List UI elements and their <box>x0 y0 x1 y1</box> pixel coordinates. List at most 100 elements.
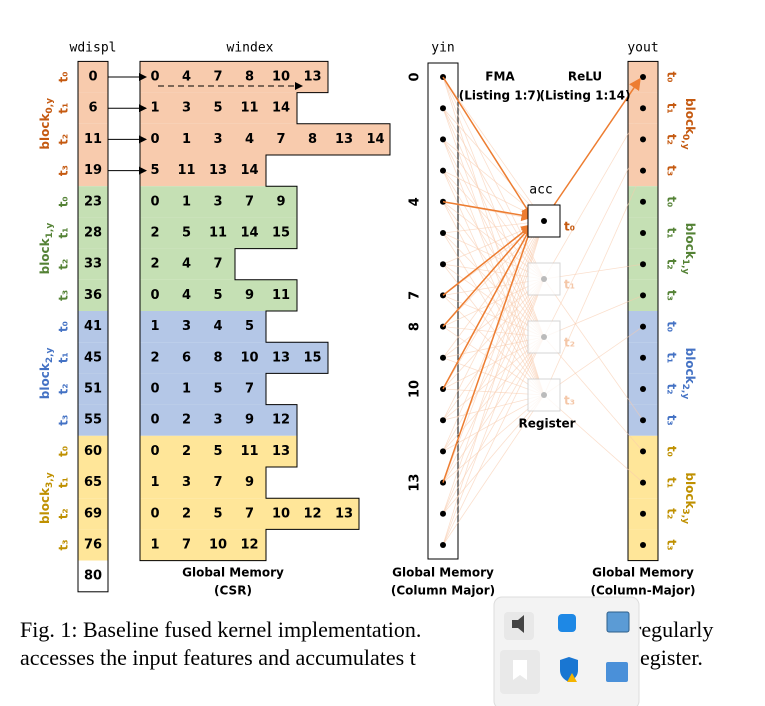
windex-value: 13 <box>272 444 290 459</box>
windex-value: 0 <box>150 413 159 428</box>
faint-link <box>442 139 545 396</box>
thread-label: t₂ <box>665 508 679 519</box>
caption: regularly <box>634 617 713 642</box>
wdispl-cell <box>78 279 108 311</box>
windex-value: 14 <box>366 132 384 147</box>
footer-csr: (CSR) <box>214 584 252 598</box>
faint-link <box>442 107 545 280</box>
block-sub: 2,y <box>681 384 691 400</box>
faint-link <box>442 394 545 452</box>
footer-yout: (Column-Major) <box>590 584 695 598</box>
wdispl-value: 80 <box>84 569 102 584</box>
windex-value: 9 <box>245 413 254 428</box>
yout-dot <box>640 448 646 455</box>
yin-dot <box>440 230 446 236</box>
windex-value: 6 <box>182 350 191 365</box>
windex-value: 11 <box>240 444 258 459</box>
fma-arrow <box>442 201 534 222</box>
windex-value: 3 <box>182 475 191 490</box>
wdispl-cell <box>78 217 108 249</box>
yin-dot <box>440 136 446 143</box>
display-icon[interactable] <box>606 662 628 682</box>
faint-link <box>442 107 545 222</box>
yin-dot <box>440 354 446 361</box>
windex-value: 7 <box>213 257 222 272</box>
windex-value: 13 <box>272 350 290 365</box>
windex-value: 0 <box>150 444 159 459</box>
windex-outline <box>139 60 391 562</box>
wdispl-cell <box>78 186 108 218</box>
wdispl-value: 6 <box>88 101 97 116</box>
wdispl-value: 0 <box>88 70 97 85</box>
footer-csr: Global Memory <box>182 566 284 580</box>
fma-ref: (Listing 1:7) <box>459 89 542 103</box>
footer-yout: Global Memory <box>592 566 694 580</box>
windex-value: 4 <box>182 257 191 272</box>
windex-row <box>140 123 390 155</box>
block-sub: 0,y <box>45 98 55 114</box>
faint-link <box>442 220 545 421</box>
app-icon[interactable] <box>558 614 576 632</box>
wdispl-cell <box>78 404 108 436</box>
register-dot <box>541 334 547 340</box>
fma-arrow <box>442 223 535 483</box>
block-label: block0,y <box>681 98 698 150</box>
yin-dot <box>440 510 446 517</box>
tray-popup <box>493 596 640 706</box>
footer-yin: Global Memory <box>392 566 494 580</box>
yout-dot <box>640 261 646 268</box>
faint-link <box>442 394 545 546</box>
windex-value: 4 <box>182 288 191 303</box>
windex-value: 10 <box>209 538 227 553</box>
windex-value: 12 <box>272 413 290 428</box>
thread-label: t₁ <box>665 352 679 363</box>
windex-value: 12 <box>240 538 258 553</box>
fma-arrow <box>442 76 533 219</box>
thread-label: t₃ <box>57 290 71 301</box>
yout-dot <box>640 323 646 330</box>
windex-value: 0 <box>150 194 159 209</box>
faint-link <box>442 201 545 280</box>
windex-value: 13 <box>209 163 227 178</box>
network-icon[interactable] <box>606 611 630 633</box>
windex-row <box>140 498 359 530</box>
windex-value: 1 <box>150 319 159 334</box>
windex-value: 9 <box>245 475 254 490</box>
block-sub: 3,y <box>681 508 691 524</box>
thread-label: t₂ <box>57 259 71 270</box>
wdispl-cell <box>78 123 108 155</box>
faint-link <box>543 170 644 396</box>
thread-label: t₁ <box>57 103 71 114</box>
faint-link <box>442 232 545 338</box>
windex-value: 3 <box>182 319 191 334</box>
windex-header: windex <box>227 41 274 56</box>
yout-dot <box>640 417 646 424</box>
wdispl-value: 76 <box>84 538 102 553</box>
yout-dot <box>640 510 646 517</box>
wdispl-value: 55 <box>84 413 102 428</box>
wdispl-cell <box>78 560 108 592</box>
wdispl-value: 69 <box>84 506 102 521</box>
wdispl-cell <box>78 373 108 405</box>
faint-link <box>442 76 545 222</box>
windex-value: 13 <box>335 132 353 147</box>
register-dot <box>541 218 547 224</box>
register-thread: t₀ <box>564 220 575 234</box>
windex-value: 3 <box>213 132 222 147</box>
register-dot <box>541 392 547 398</box>
faint-link <box>442 336 545 514</box>
yin-index: 13 <box>408 474 423 492</box>
yin-index: 4 <box>408 197 423 206</box>
fma-arrow <box>442 223 533 328</box>
yin-index: 7 <box>408 291 423 300</box>
yin-dot <box>440 448 446 455</box>
thread-label: t₂ <box>665 384 679 395</box>
windex-value: 1 <box>182 132 191 147</box>
faint-link <box>442 170 545 338</box>
thread-label: t₁ <box>57 477 71 488</box>
block-name: block <box>684 348 698 385</box>
windex-value: 0 <box>150 132 159 147</box>
windex-row <box>140 92 297 124</box>
windex-value: 1 <box>182 382 191 397</box>
